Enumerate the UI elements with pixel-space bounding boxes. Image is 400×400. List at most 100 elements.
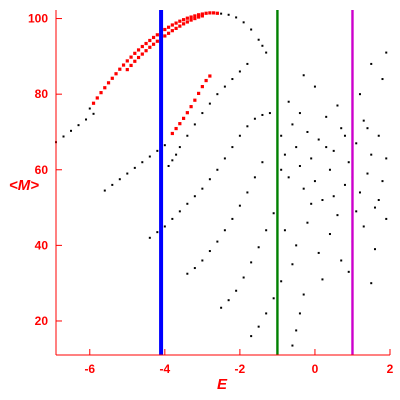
data-point (358, 93, 361, 96)
data-point (174, 126, 178, 131)
data-point (343, 134, 346, 137)
data-point (223, 157, 226, 160)
data-point (336, 104, 339, 107)
data-point (141, 161, 144, 164)
data-point (70, 129, 73, 132)
data-point (250, 335, 253, 338)
data-point (223, 85, 226, 88)
data-point (163, 144, 166, 147)
data-point (197, 15, 201, 19)
data-point (257, 246, 260, 249)
data-point (201, 187, 204, 190)
data-point (95, 96, 99, 100)
data-point (362, 119, 365, 122)
data-point (171, 217, 174, 220)
data-point (151, 35, 156, 40)
data-point (186, 202, 189, 205)
data-point (268, 112, 271, 115)
data-point (204, 78, 208, 83)
data-point (178, 24, 182, 28)
data-point (99, 91, 103, 95)
data-point (332, 195, 335, 198)
data-point (385, 51, 388, 54)
data-point (373, 248, 376, 251)
data-point (306, 130, 309, 133)
data-point (227, 13, 230, 16)
data-point (313, 180, 316, 183)
data-point (302, 187, 305, 190)
data-point (121, 63, 126, 67)
data-point (201, 112, 204, 115)
data-point (246, 191, 249, 194)
data-point (174, 26, 178, 30)
data-point (193, 123, 196, 126)
data-point (246, 125, 249, 128)
data-point (114, 72, 118, 76)
data-point (231, 217, 234, 220)
data-point (155, 39, 159, 43)
data-point (295, 146, 298, 149)
data-point (261, 113, 264, 116)
data-point (193, 195, 196, 198)
data-point (193, 14, 197, 18)
data-point (103, 86, 107, 90)
x-tick-label: -6 (84, 362, 95, 376)
data-point (355, 210, 358, 213)
data-point (204, 11, 208, 15)
data-point (175, 153, 178, 156)
data-point (144, 49, 148, 53)
data-point (261, 161, 264, 164)
axes (55, 10, 390, 356)
data-point (283, 229, 286, 232)
y-axis-label: <M> (9, 177, 39, 194)
data-point (265, 229, 268, 232)
data-point (133, 51, 137, 55)
data-point (366, 127, 369, 130)
data-point (185, 111, 189, 115)
data-point (208, 250, 211, 253)
data-point (166, 31, 171, 35)
data-point (129, 63, 133, 68)
data-point (125, 59, 129, 63)
data-point (91, 101, 96, 105)
data-point (118, 67, 122, 71)
data-point (231, 78, 234, 81)
data-point (242, 21, 245, 24)
data-point (306, 221, 309, 224)
data-point (291, 263, 294, 266)
data-point (178, 146, 181, 149)
data-point (110, 76, 114, 80)
data-point (272, 212, 275, 215)
x-tick-label: 0 (312, 362, 319, 376)
data-point (200, 14, 204, 18)
data-point (186, 272, 189, 275)
data-point (302, 74, 305, 77)
y-tick-label: 100 (28, 12, 48, 26)
data-point (328, 233, 331, 236)
data-point (148, 45, 152, 49)
data-point (313, 85, 316, 88)
x-axis-label: E (217, 376, 228, 393)
points-layer (55, 11, 388, 347)
y-tick-label: 40 (35, 238, 49, 252)
data-point (325, 146, 328, 149)
data-point (111, 183, 114, 186)
data-point (208, 74, 212, 78)
data-point (291, 344, 294, 347)
data-point (250, 261, 253, 264)
data-point (381, 180, 384, 183)
data-point (216, 168, 219, 171)
data-point (253, 176, 256, 179)
data-point (242, 276, 245, 279)
data-point (201, 259, 204, 262)
data-point (385, 217, 388, 220)
data-point (212, 11, 216, 15)
data-point (170, 23, 174, 27)
data-point (325, 115, 328, 118)
data-point (129, 55, 133, 59)
data-point (148, 236, 151, 239)
vertical-lines (159, 10, 354, 355)
data-point (182, 22, 186, 26)
data-point (235, 289, 238, 292)
